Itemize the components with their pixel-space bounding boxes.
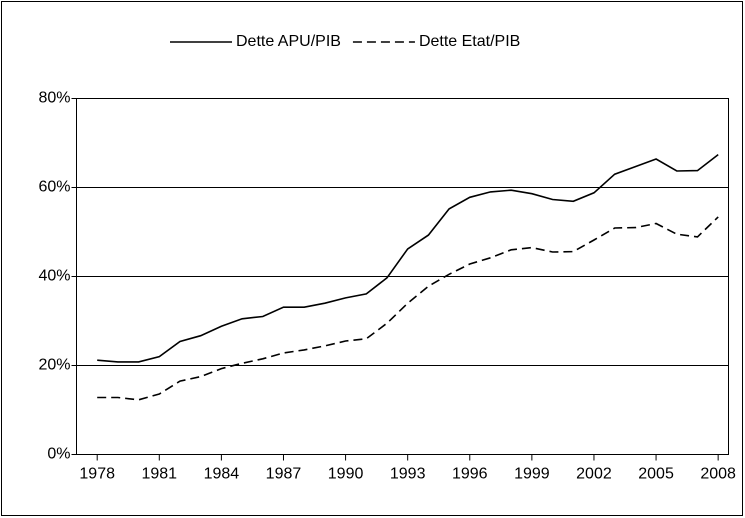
x-tick-label: 1981: [141, 466, 177, 483]
series-line: [97, 153, 719, 363]
y-tick-label: 80%: [38, 90, 70, 107]
x-tick-label: 1978: [79, 466, 115, 483]
y-tick-label: 20%: [38, 357, 70, 374]
x-tick-label: 1993: [390, 466, 426, 483]
legend-label: Dette APU/PIB: [236, 33, 341, 50]
x-tick-label: 2005: [638, 466, 674, 483]
x-tick-label: 2002: [576, 466, 612, 483]
x-tick-label: 1984: [204, 466, 240, 483]
y-tick-label: 60%: [38, 179, 70, 196]
y-tick-label: 0%: [47, 446, 70, 463]
x-tick-label: 1996: [452, 466, 488, 483]
series-line: [97, 216, 719, 401]
x-tick-label: 1999: [514, 466, 550, 483]
x-tick-label: 2008: [700, 466, 736, 483]
legend-label: Dette Etat/PIB: [419, 33, 520, 50]
x-tick-label: 1990: [328, 466, 364, 483]
y-tick-label: 40%: [38, 268, 70, 285]
x-tick-label: 1987: [266, 466, 302, 483]
